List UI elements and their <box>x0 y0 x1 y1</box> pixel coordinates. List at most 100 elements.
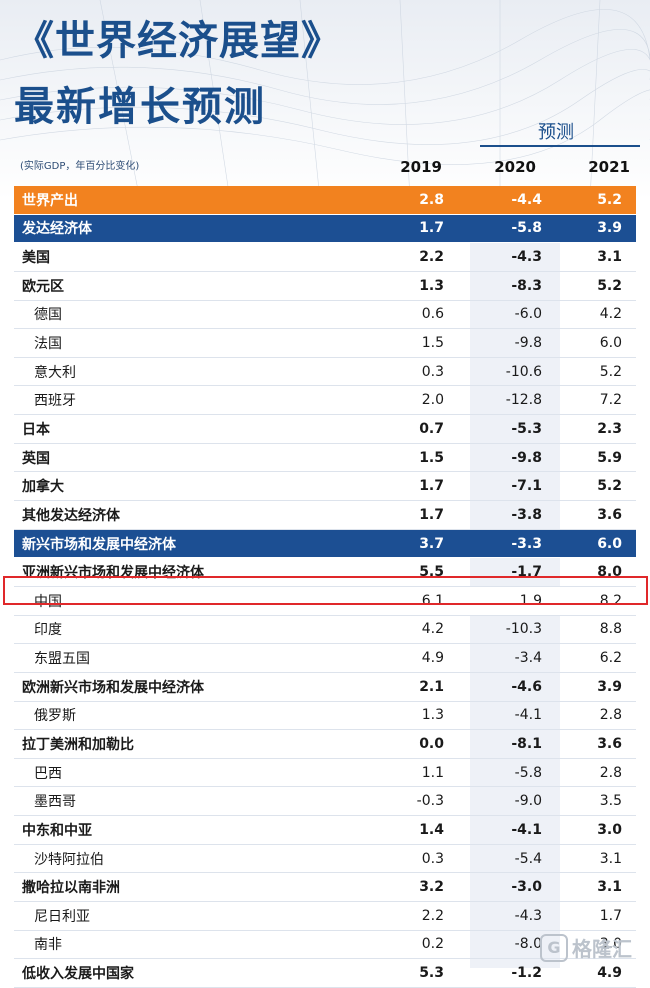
row-label: 西班牙 <box>14 385 350 416</box>
value-2019: 0.3 <box>350 357 458 387</box>
value-2019: 1.5 <box>350 328 458 358</box>
row-label: 新兴市场和发展中经济体 <box>14 529 350 559</box>
row-label: 巴西 <box>14 758 350 788</box>
value-2021: 4.2 <box>556 300 636 330</box>
value-2021: 6.0 <box>556 529 636 559</box>
value-2020: -3.3 <box>458 529 556 559</box>
value-2019: -0.3 <box>350 786 458 817</box>
row-label: 拉丁美洲和加勒比 <box>14 729 350 759</box>
value-2021: 6.2 <box>556 643 636 673</box>
background-mesh <box>0 0 650 200</box>
value-2020: -5.4 <box>458 844 556 874</box>
value-2020: -8.3 <box>458 271 556 301</box>
watermark: G 格隆汇 <box>540 933 632 962</box>
value-2021: 3.6 <box>556 729 636 759</box>
value-2021: 3.9 <box>556 214 636 244</box>
value-2020: -4.3 <box>458 242 556 272</box>
value-2021: 3.5 <box>556 786 636 817</box>
value-2021: 7.2 <box>556 385 636 416</box>
table-row: 美国 2.2 -4.3 3.1 <box>14 242 636 272</box>
value-2019: 2.8 <box>350 186 458 215</box>
value-2020: -1.2 <box>458 958 556 988</box>
value-2021: 5.9 <box>556 443 636 473</box>
table-row: 新兴市场和发展中经济体 3.7 -3.3 6.0 <box>14 529 636 559</box>
value-2021: 3.0 <box>556 930 636 960</box>
row-label: 法国 <box>14 328 350 358</box>
table-row: 俄罗斯 1.3 -4.1 2.8 <box>14 701 636 731</box>
value-2020: -5.8 <box>458 758 556 788</box>
value-2020: -5.3 <box>458 414 556 444</box>
table-row: 欧元区 1.3 -8.3 5.2 <box>14 271 636 301</box>
value-2021: 1.7 <box>556 901 636 931</box>
value-2021: 2.8 <box>556 701 636 731</box>
value-2019: 0.7 <box>350 414 458 444</box>
value-2020: -7.1 <box>458 471 556 502</box>
row-label: 其他发达经济体 <box>14 500 350 530</box>
table-row: 尼日利亚 2.2 -4.3 1.7 <box>14 901 636 931</box>
table-row: 德国 0.6 -6.0 4.2 <box>14 300 636 330</box>
value-2021: 5.2 <box>556 186 636 215</box>
table-row: 撒哈拉以南非洲 3.2 -3.0 3.1 <box>14 872 636 903</box>
value-2020: -9.8 <box>458 443 556 473</box>
value-2020: -3.8 <box>458 500 556 530</box>
table-row: 意大利 0.3 -10.6 5.2 <box>14 357 636 387</box>
value-2021: 8.8 <box>556 615 636 645</box>
forecast-label: 预测 <box>538 122 574 143</box>
row-label: 英国 <box>14 443 350 473</box>
row-label: 美国 <box>14 242 350 272</box>
value-2021: 3.1 <box>556 844 636 874</box>
table-row: 东盟五国 4.9 -3.4 6.2 <box>14 643 636 673</box>
page-title-line-1: 《世界经济展望》 <box>14 18 342 64</box>
value-2021: 6.0 <box>556 328 636 358</box>
value-2021: 8.0 <box>556 557 636 587</box>
value-2019: 2.1 <box>350 672 458 702</box>
row-label: 欧洲新兴市场和发展中经济体 <box>14 672 350 702</box>
value-2021: 5.2 <box>556 271 636 301</box>
value-2019: 0.3 <box>350 844 458 874</box>
table-row: 英国 1.5 -9.8 5.9 <box>14 443 636 473</box>
value-2020: -10.3 <box>458 615 556 645</box>
value-2019: 1.7 <box>350 500 458 530</box>
row-label: 尼日利亚 <box>14 901 350 931</box>
row-label: 墨西哥 <box>14 786 350 817</box>
value-2019: 1.7 <box>350 471 458 502</box>
value-2019: 6.1 <box>350 586 458 616</box>
forecast-underline <box>480 145 640 147</box>
value-2021: 2.3 <box>556 414 636 444</box>
value-2021: 3.1 <box>556 242 636 272</box>
row-label: 沙特阿拉伯 <box>14 844 350 874</box>
value-2019: 2.0 <box>350 385 458 416</box>
row-label: 发达经济体 <box>14 214 350 244</box>
value-2020: -9.8 <box>458 328 556 358</box>
value-2020: -6.0 <box>458 300 556 330</box>
value-2020: -3.0 <box>458 872 556 903</box>
table-row: 中国 6.1 1.9 8.2 <box>14 586 636 616</box>
row-label: 加拿大 <box>14 471 350 502</box>
value-2020: -4.1 <box>458 815 556 845</box>
units-subtitle: (实际GDP，年百分比变化) <box>20 161 140 172</box>
table-row: 南非 0.2 -8.0 3.0 <box>14 930 636 960</box>
row-label: 俄罗斯 <box>14 701 350 731</box>
value-2020: -4.1 <box>458 701 556 731</box>
year-2021-header: 2021 <box>588 158 630 176</box>
table-row: 世界产出 2.8 -4.4 5.2 <box>14 186 636 215</box>
value-2019: 1.4 <box>350 815 458 845</box>
table-row: 日本 0.7 -5.3 2.3 <box>14 414 636 444</box>
value-2019: 0.2 <box>350 930 458 960</box>
value-2021: 5.2 <box>556 471 636 502</box>
value-2019: 3.7 <box>350 529 458 559</box>
value-2020: -4.6 <box>458 672 556 702</box>
table-row: 其他发达经济体 1.7 -3.8 3.6 <box>14 500 636 530</box>
row-label: 日本 <box>14 414 350 444</box>
value-2019: 5.3 <box>350 958 458 988</box>
value-2020: -4.3 <box>458 901 556 931</box>
table-row: 墨西哥 -0.3 -9.0 3.5 <box>14 786 636 817</box>
year-header: 2019 2020 2021 <box>0 150 650 186</box>
watermark-text: 格隆汇 <box>572 937 632 961</box>
value-2019: 4.2 <box>350 615 458 645</box>
value-2021: 3.1 <box>556 872 636 903</box>
value-2020: -3.4 <box>458 643 556 673</box>
table-row: 加拿大 1.7 -7.1 5.2 <box>14 471 636 502</box>
table-row: 西班牙 2.0 -12.8 7.2 <box>14 385 636 416</box>
year-2019-header: 2019 <box>400 158 442 176</box>
